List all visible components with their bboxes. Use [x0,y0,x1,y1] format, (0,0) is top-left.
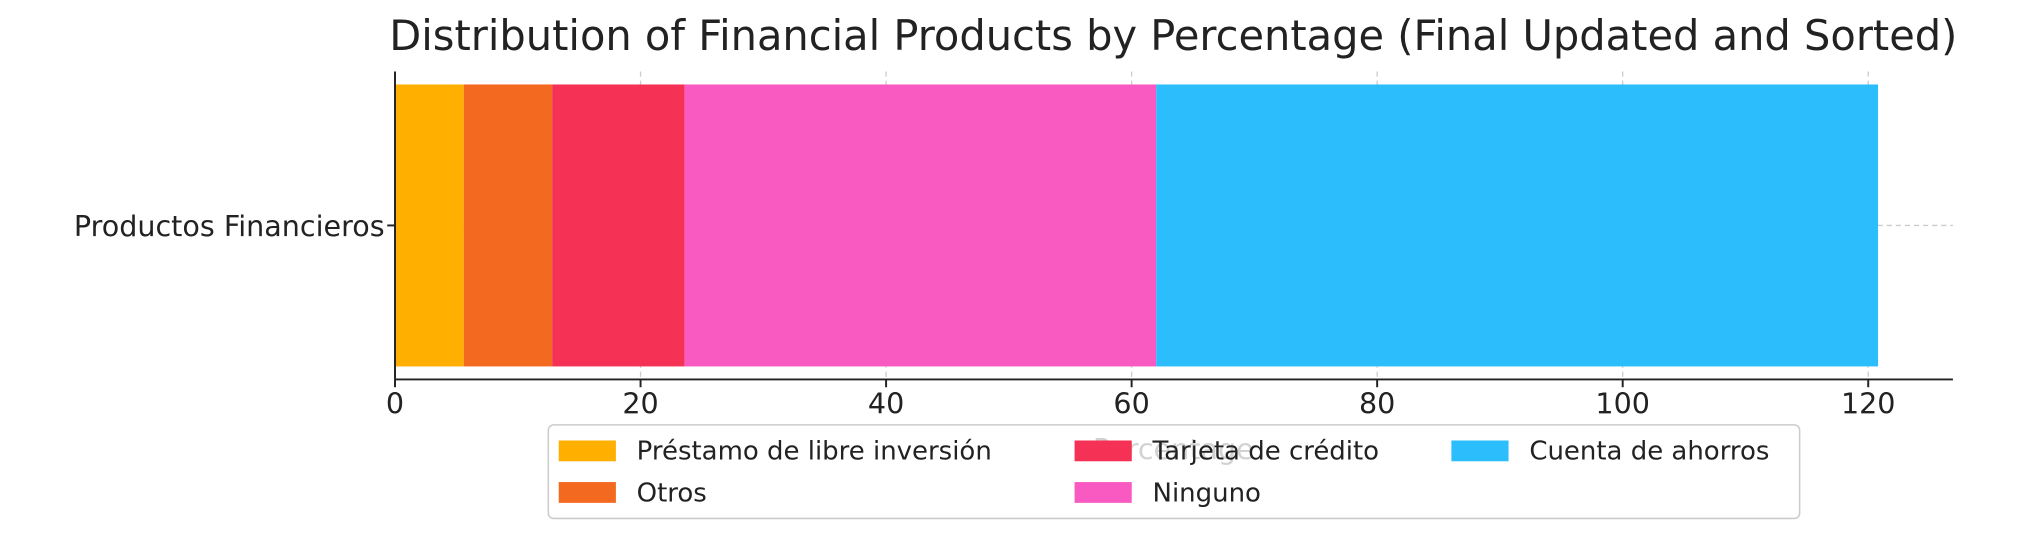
legend-swatch [558,482,616,503]
legend-label: Otros [637,478,707,508]
legend-swatch [1074,482,1132,503]
bar-segment [684,84,1157,367]
chart-title: Distribution of Financial Products by Pe… [389,11,1957,60]
bar-segment [552,84,685,367]
legend-swatch [1451,440,1509,462]
x-tick-label: 100 [1595,386,1650,420]
legend-label: Tarjeta de crédito [1152,437,1380,467]
x-tick-label: 20 [622,386,658,420]
legend-swatch [1074,440,1132,462]
legend-swatch [558,440,616,462]
bar-segment [395,84,464,367]
x-tick-label: 80 [1359,386,1395,420]
legend-label: Préstamo de libre inversión [637,437,992,467]
bar-segment [1156,84,1879,367]
x-tick-label: 40 [868,386,904,420]
y-tick-label: Productos Financieros [74,209,385,243]
legend-label: Cuenta de ahorros [1529,437,1769,467]
x-tick-label: 120 [1841,386,1896,420]
legend-label: Ninguno [1153,478,1261,508]
x-tick-label: 60 [1113,386,1149,420]
bar-segment [463,84,553,367]
x-tick-label: 0 [386,386,404,420]
